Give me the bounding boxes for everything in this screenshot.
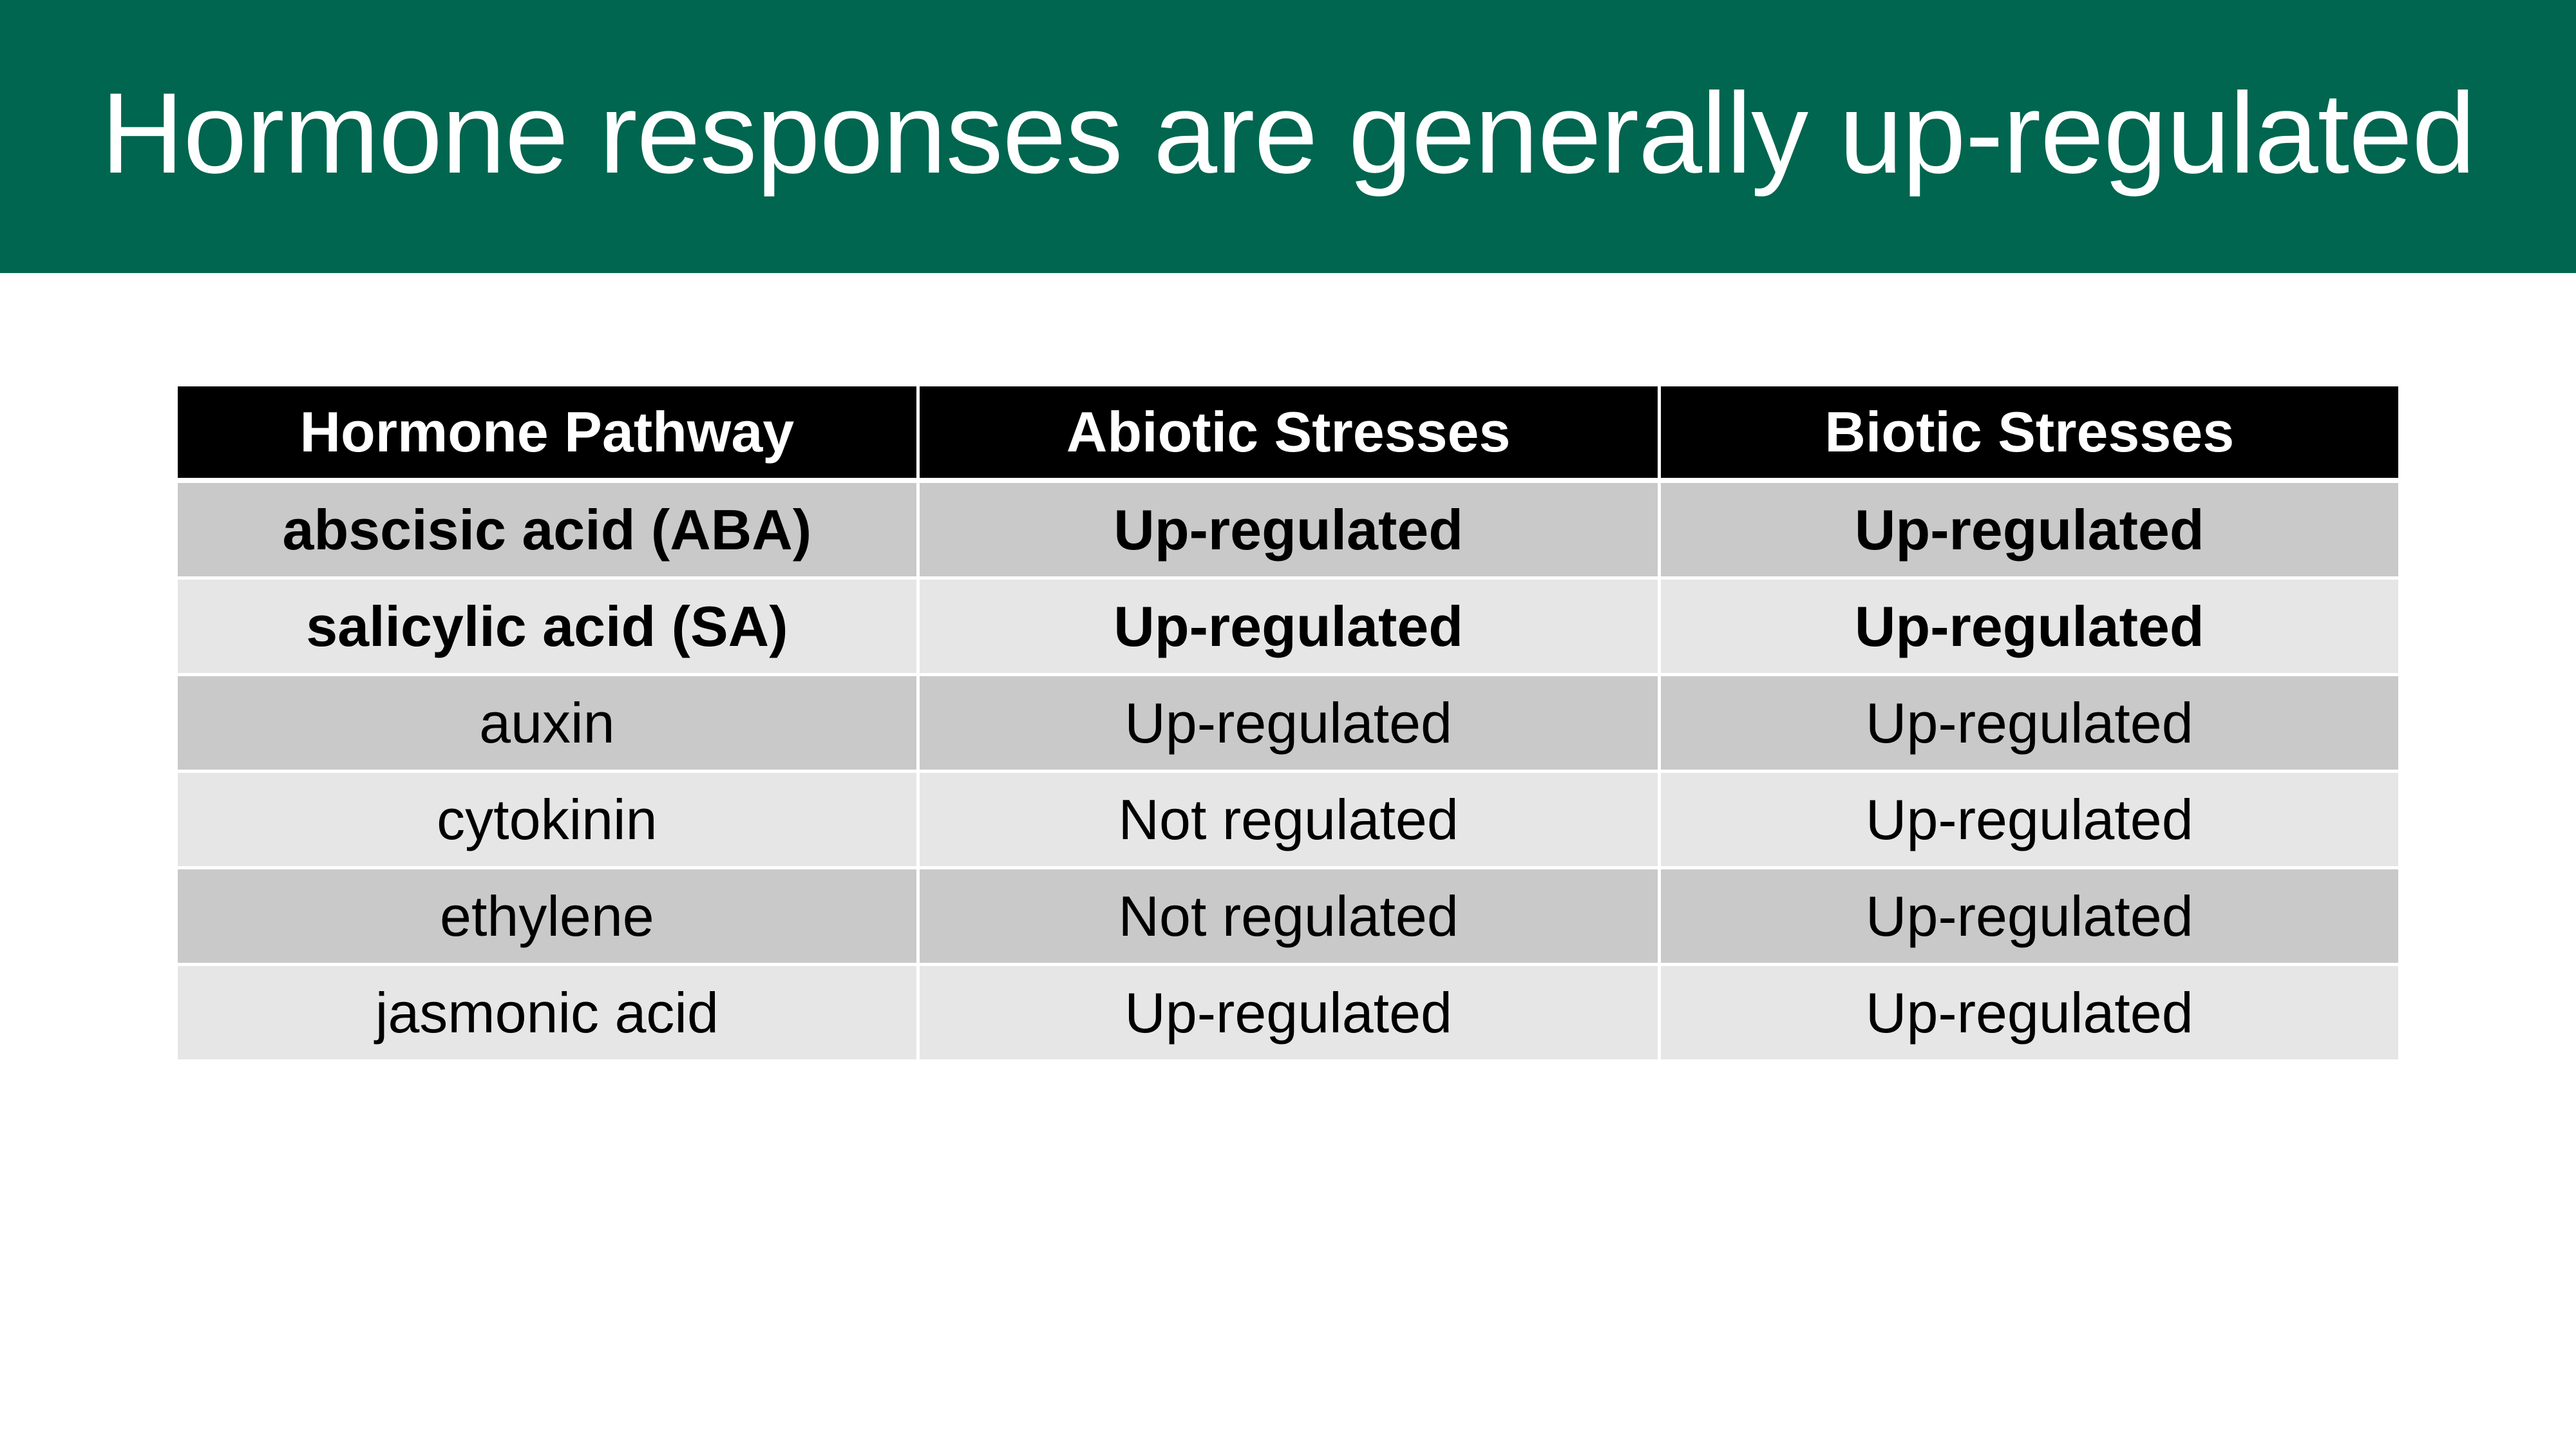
- biotic-cell: Up-regulated: [1660, 966, 2398, 1063]
- biotic-cell: Up-regulated: [1660, 773, 2398, 869]
- table-body: abscisic acid (ABA) Up-regulated Up-regu…: [178, 483, 2398, 1063]
- biotic-cell: Up-regulated: [1660, 676, 2398, 773]
- biotic-cell: Up-regulated: [1660, 869, 2398, 966]
- table-header: Hormone Pathway Abiotic Stresses Biotic …: [178, 386, 2398, 483]
- hormone-cell: cytokinin: [178, 773, 920, 869]
- biotic-cell: Up-regulated: [1660, 580, 2398, 676]
- table-row: cytokinin Not regulated Up-regulated: [178, 773, 2398, 869]
- abiotic-cell: Up-regulated: [919, 483, 1661, 580]
- header-hormone-pathway: Hormone Pathway: [178, 386, 920, 483]
- hormone-cell: salicylic acid (SA): [178, 580, 920, 676]
- biotic-cell: Up-regulated: [1660, 483, 2398, 580]
- abiotic-cell: Up-regulated: [919, 966, 1661, 1063]
- table-row: ethylene Not regulated Up-regulated: [178, 869, 2398, 966]
- table-row: salicylic acid (SA) Up-regulated Up-regu…: [178, 580, 2398, 676]
- table-row: auxin Up-regulated Up-regulated: [178, 676, 2398, 773]
- abiotic-cell: Not regulated: [919, 869, 1661, 966]
- table-row: abscisic acid (ABA) Up-regulated Up-regu…: [178, 483, 2398, 580]
- abiotic-cell: Up-regulated: [919, 676, 1661, 773]
- hormone-cell: jasmonic acid: [178, 966, 920, 1063]
- header-abiotic-stresses: Abiotic Stresses: [919, 386, 1661, 483]
- hormone-cell: ethylene: [178, 869, 920, 966]
- abiotic-cell: Not regulated: [919, 773, 1661, 869]
- hormone-cell: abscisic acid (ABA): [178, 483, 920, 580]
- abiotic-cell: Up-regulated: [919, 580, 1661, 676]
- slide-title: Hormone responses are generally up-regul…: [100, 69, 2476, 197]
- hormone-table: Hormone Pathway Abiotic Stresses Biotic …: [178, 386, 2398, 1063]
- header-biotic-stresses: Biotic Stresses: [1660, 386, 2398, 483]
- title-bar: [0, 0, 2576, 273]
- header-row: Hormone Pathway Abiotic Stresses Biotic …: [178, 386, 2398, 483]
- table-row: jasmonic acid Up-regulated Up-regulated: [178, 966, 2398, 1063]
- hormone-cell: auxin: [178, 676, 920, 773]
